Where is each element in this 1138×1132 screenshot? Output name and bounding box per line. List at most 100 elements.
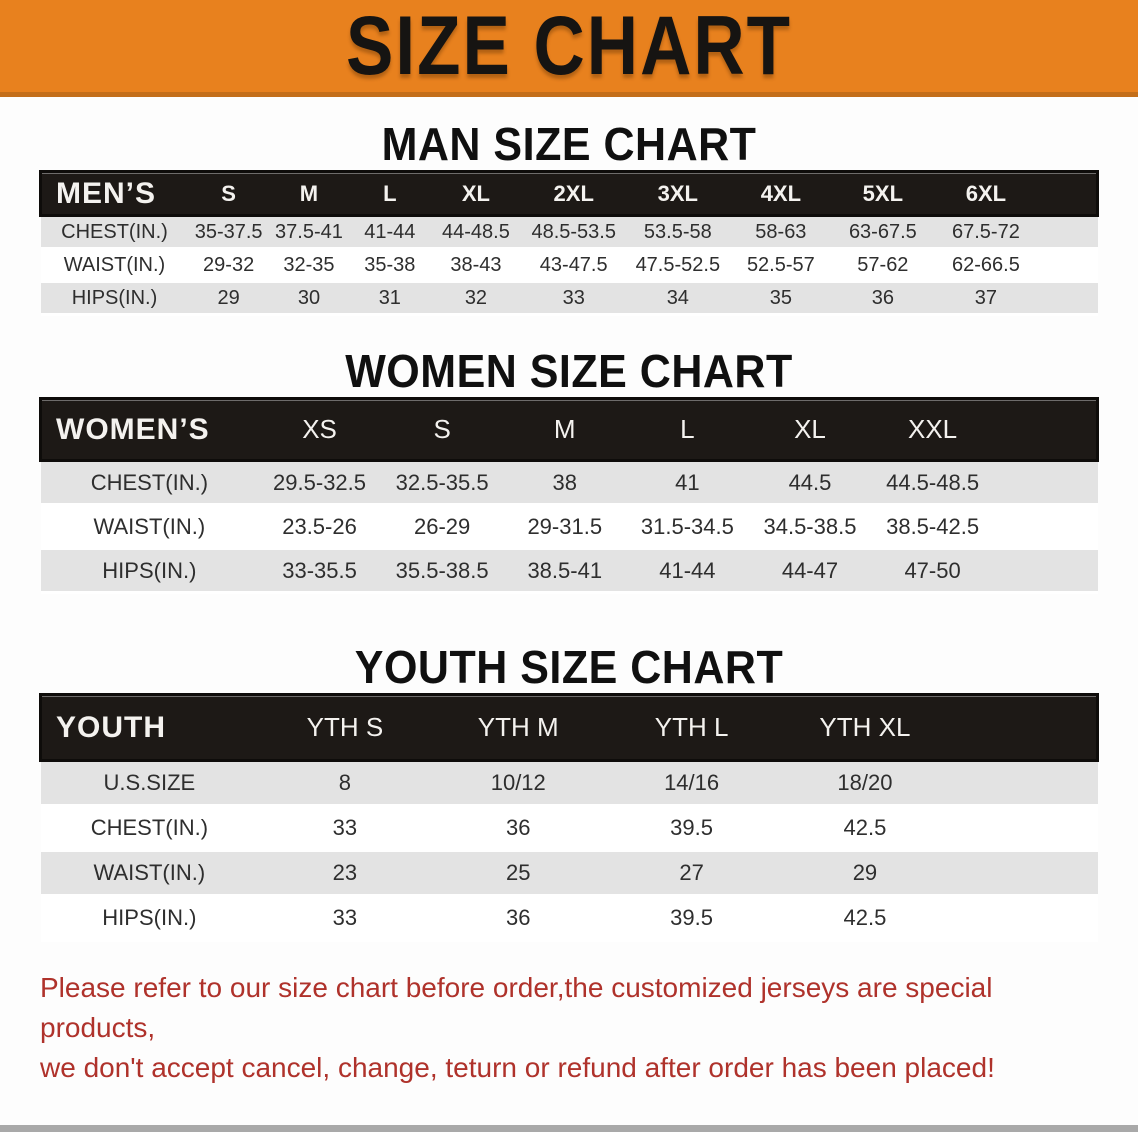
size-cell: 34 bbox=[626, 281, 730, 316]
row-label: CHEST(IN.) bbox=[40, 805, 259, 852]
size-cell: 26-29 bbox=[380, 504, 504, 550]
banner: SIZE CHART bbox=[0, 0, 1138, 97]
size-cell: 38.5-41 bbox=[503, 548, 627, 594]
size-cell: 36 bbox=[832, 281, 934, 316]
youth-section-heading: YOUTH SIZE CHART bbox=[354, 642, 784, 694]
bottom-divider-bar bbox=[0, 1125, 1138, 1132]
size-column-header: 2XL bbox=[521, 170, 627, 217]
size-column-header: XL bbox=[430, 170, 522, 217]
size-cell: 35 bbox=[729, 281, 833, 316]
size-cell: 48.5-53.5 bbox=[521, 214, 627, 250]
size-column-header: S bbox=[188, 170, 269, 217]
men-section-heading: MAN SIZE CHART bbox=[381, 119, 757, 171]
size-column-header: XS bbox=[258, 397, 381, 462]
disclaimer-note: Please refer to our size chart before or… bbox=[40, 968, 1100, 1087]
youth-group-label: YOUTH bbox=[39, 693, 259, 762]
disclaimer-line-1: Please refer to our size chart before or… bbox=[40, 972, 993, 1043]
table-row: HIPS(IN.) 29 30 31 32 33 34 35 36 37 bbox=[40, 281, 1098, 316]
size-cell: 25 bbox=[431, 850, 605, 897]
size-cell: 62-66.5 bbox=[933, 248, 1039, 283]
size-cell: 67.5-72 bbox=[933, 214, 1039, 250]
size-column-header: YTH L bbox=[604, 693, 779, 762]
banner-title: SIZE CHART bbox=[346, 0, 792, 93]
row-label: CHEST(IN.) bbox=[40, 459, 259, 506]
row-label: HIPS(IN.) bbox=[40, 548, 259, 594]
size-cell: 10/12 bbox=[431, 759, 605, 807]
row-label: HIPS(IN.) bbox=[40, 895, 259, 942]
row-label: CHEST(IN.) bbox=[40, 214, 189, 250]
size-cell: 18/20 bbox=[778, 759, 952, 807]
size-cell: 43-47.5 bbox=[521, 248, 627, 283]
size-cell: 52.5-57 bbox=[729, 248, 833, 283]
size-column-header: M bbox=[503, 397, 627, 462]
size-cell: 35.5-38.5 bbox=[380, 548, 504, 594]
size-cell: 8 bbox=[258, 759, 432, 807]
size-cell: 29-31.5 bbox=[503, 504, 627, 550]
size-column-header: M bbox=[268, 170, 350, 217]
row-spacer bbox=[951, 805, 1098, 852]
men-size-table: MEN’S S M L XL 2XL 3XL 4XL 5XL 6XL CHEST… bbox=[39, 170, 1100, 316]
size-cell: 29 bbox=[778, 850, 952, 897]
size-column-header: XL bbox=[748, 397, 872, 462]
size-cell: 31.5-34.5 bbox=[626, 504, 749, 550]
size-cell: 32 bbox=[430, 281, 522, 316]
row-spacer bbox=[1038, 281, 1098, 316]
size-cell: 44-48.5 bbox=[430, 214, 522, 250]
size-cell: 23 bbox=[258, 850, 432, 897]
size-cell: 14/16 bbox=[604, 759, 779, 807]
size-column-header: 6XL bbox=[933, 170, 1039, 217]
row-spacer bbox=[1038, 248, 1098, 283]
size-cell: 41-44 bbox=[626, 548, 749, 594]
table-row: CHEST(IN.) 33 36 39.5 42.5 bbox=[40, 805, 1098, 852]
women-section-heading: WOMEN SIZE CHART bbox=[345, 346, 793, 398]
size-column-header: S bbox=[380, 397, 504, 462]
row-spacer bbox=[1038, 214, 1098, 250]
table-row: U.S.SIZE 8 10/12 14/16 18/20 bbox=[40, 759, 1098, 807]
size-column-header: YTH M bbox=[431, 693, 605, 762]
size-cell: 63-67.5 bbox=[832, 214, 934, 250]
table-row: HIPS(IN.) 33-35.5 35.5-38.5 38.5-41 41-4… bbox=[40, 548, 1098, 594]
size-cell: 39.5 bbox=[604, 805, 779, 852]
men-group-label: MEN’S bbox=[39, 170, 189, 217]
size-cell: 41 bbox=[626, 459, 749, 506]
size-cell: 27 bbox=[604, 850, 779, 897]
size-cell: 57-62 bbox=[832, 248, 934, 283]
header-spacer bbox=[951, 693, 1099, 762]
size-column-header: 5XL bbox=[832, 170, 934, 217]
size-column-header: L bbox=[349, 170, 431, 217]
size-cell: 38-43 bbox=[430, 248, 522, 283]
youth-size-table: YOUTH YTH S YTH M YTH L YTH XL U.S.SIZE … bbox=[39, 693, 1099, 942]
disclaimer-line-2: we don't accept cancel, change, teturn o… bbox=[40, 1051, 995, 1083]
size-cell: 39.5 bbox=[604, 895, 779, 942]
header-spacer bbox=[1038, 170, 1100, 217]
row-spacer bbox=[993, 548, 1098, 594]
size-column-header: L bbox=[626, 397, 749, 462]
size-cell: 32-35 bbox=[268, 248, 350, 283]
row-label: WAIST(IN.) bbox=[40, 850, 259, 897]
row-spacer bbox=[951, 895, 1098, 942]
size-cell: 53.5-58 bbox=[626, 214, 730, 250]
row-spacer bbox=[993, 504, 1098, 550]
size-cell: 38 bbox=[503, 459, 627, 506]
size-cell: 34.5-38.5 bbox=[748, 504, 872, 550]
size-cell: 29 bbox=[188, 281, 269, 316]
women-header-row: WOMEN’S XS S M L XL XXL bbox=[39, 397, 1099, 462]
row-spacer bbox=[951, 759, 1098, 807]
table-row: WAIST(IN.) 23.5-26 26-29 29-31.5 31.5-34… bbox=[40, 504, 1098, 550]
women-group-label: WOMEN’S bbox=[39, 397, 259, 462]
size-cell: 33 bbox=[258, 805, 432, 852]
size-cell: 37 bbox=[933, 281, 1039, 316]
table-row: HIPS(IN.) 33 36 39.5 42.5 bbox=[40, 895, 1098, 942]
size-cell: 42.5 bbox=[778, 895, 952, 942]
youth-header-row: YOUTH YTH S YTH M YTH L YTH XL bbox=[39, 693, 1099, 762]
size-column-header: 3XL bbox=[626, 170, 730, 217]
size-cell: 23.5-26 bbox=[258, 504, 381, 550]
table-row: CHEST(IN.) 29.5-32.5 32.5-35.5 38 41 44.… bbox=[40, 459, 1098, 506]
row-label: HIPS(IN.) bbox=[40, 281, 189, 316]
row-spacer bbox=[951, 850, 1098, 897]
table-row: WAIST(IN.) 29-32 32-35 35-38 38-43 43-47… bbox=[40, 248, 1098, 283]
table-row: WAIST(IN.) 23 25 27 29 bbox=[40, 850, 1098, 897]
size-cell: 33 bbox=[521, 281, 627, 316]
size-cell: 44.5 bbox=[748, 459, 872, 506]
